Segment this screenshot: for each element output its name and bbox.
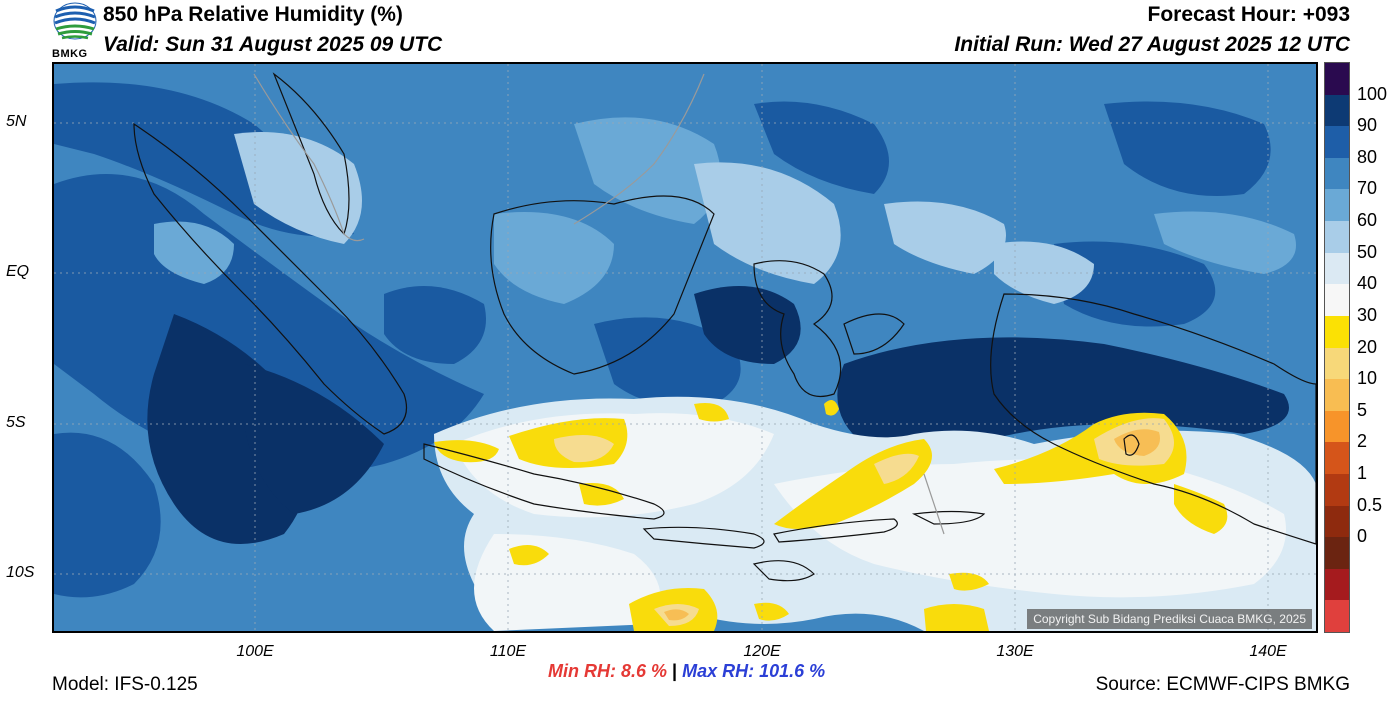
source-label: Source: ECMWF-CIPS BMKG [1095,674,1350,695]
colorbar-swatch [1325,568,1349,601]
min-rh: Min RH: 8.6 % [548,661,668,681]
lon-label-100e: 100E [236,643,274,660]
colorbar-swatch [1325,252,1349,285]
colorbar-label: 5 [1357,399,1368,420]
colorbar-label: 60 [1357,210,1378,231]
valid-time: Valid: Sun 31 August 2025 09 UTC [103,33,443,56]
colorbar-label: 0 [1357,526,1368,547]
stats-separator: | [672,661,678,681]
humidity-field [54,64,1316,631]
colorbar-label: 20 [1357,336,1378,357]
colorbar-swatch [1325,379,1349,412]
colorbar-label: 50 [1357,241,1378,262]
colorbar-label: 100 [1357,83,1388,104]
colorbar [1324,62,1350,633]
rh-stats: Min RH: 8.6 % | Max RH: 101.6 % [548,661,825,682]
colorbar-swatch [1325,221,1349,254]
colorbar-swatch [1325,157,1349,190]
map-title: 850 hPa Relative Humidity (%) [103,3,403,26]
colorbar-label: 10 [1357,368,1378,389]
colorbar-label: 90 [1357,115,1378,136]
lon-label-120e: 120E [743,643,781,660]
lat-label-10s: 10S [6,564,35,581]
lon-label-140e: 140E [1249,643,1287,660]
colorbar-label: 0.5 [1357,494,1383,515]
colorbar-swatch [1325,600,1349,633]
colorbar-swatch [1325,284,1349,317]
lat-label-eq: EQ [6,263,30,280]
bmkg-logo [52,1,98,59]
colorbar-label: 2 [1357,431,1368,452]
humidity-map: Copyright Sub Bidang Prediksi Cuaca BMKG… [52,62,1318,633]
colorbar-label: 70 [1357,178,1378,199]
colorbar-label: 1 [1357,462,1368,483]
lon-label-130e: 130E [996,643,1034,660]
copyright-notice: Copyright Sub Bidang Prediksi Cuaca BMKG… [1027,609,1312,629]
logo-text: BMKG [52,48,88,60]
colorbar-swatch [1325,347,1349,380]
colorbar-swatch [1325,189,1349,222]
colorbar-swatch [1325,126,1349,159]
lon-label-110e: 110E [489,643,527,660]
colorbar-label: 30 [1357,304,1378,325]
colorbar-swatch [1325,473,1349,507]
colorbar-swatch [1325,63,1349,96]
colorbar-swatch [1325,410,1349,443]
colorbar-swatch [1325,505,1349,538]
colorbar-label: 80 [1357,146,1378,167]
colorbar-swatch [1325,442,1349,475]
colorbar-swatch [1325,315,1349,348]
max-rh: Max RH: 101.6 % [682,661,826,681]
coastlines [133,72,1316,582]
colorbar-swatch [1325,537,1349,570]
lat-label-5n: 5N [6,113,27,130]
forecast-hour: Forecast Hour: +093 [1147,3,1351,26]
colorbar-swatch [1325,94,1349,127]
lat-label-5s: 5S [6,414,26,431]
initial-run: Initial Run: Wed 27 August 2025 12 UTC [954,33,1350,56]
colorbar-label: 40 [1357,273,1378,294]
model-label: Model: IFS-0.125 [52,674,198,695]
